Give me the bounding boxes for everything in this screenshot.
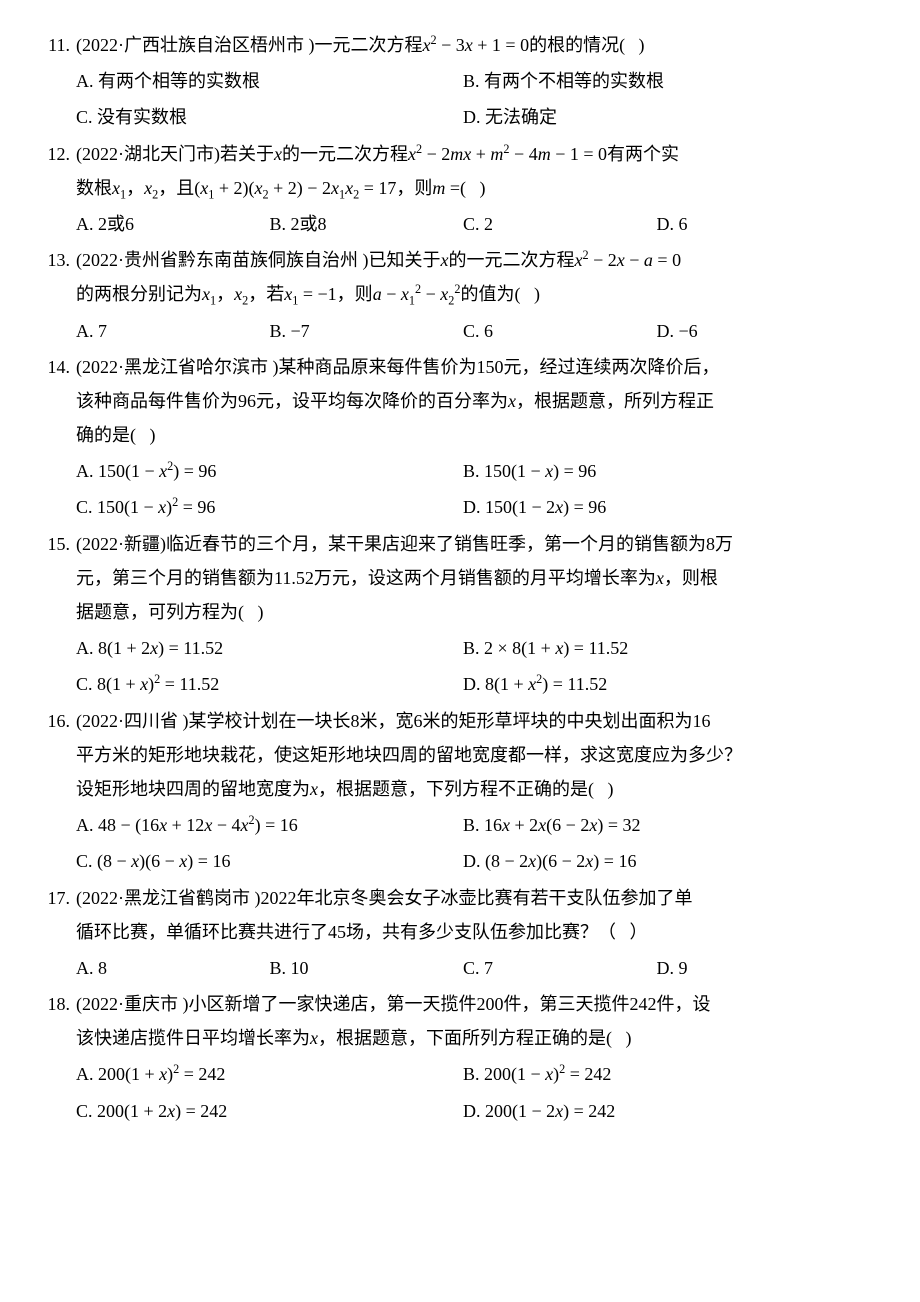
question: 16.(2022·四川省 )某学校计划在一块长8米，宽6米的矩形草坪块的中央划出… bbox=[36, 704, 850, 879]
stem-line: 的两根分别记为x1，x2，若x1 = −1，则a − x12 − x22的值为(… bbox=[76, 277, 850, 311]
option: D. 150(1 − 2x) = 96 bbox=[463, 490, 850, 524]
option: B. 有两个不相等的实数根 bbox=[463, 64, 850, 98]
question-number: 15. bbox=[36, 527, 76, 702]
option: C. 7 bbox=[463, 951, 657, 985]
question: 18.(2022·重庆市 )小区新增了一家快递店，第一天揽件200件，第三天揽件… bbox=[36, 987, 850, 1128]
option: D. 9 bbox=[657, 951, 851, 985]
question-body: (2022·重庆市 )小区新增了一家快递店，第一天揽件200件，第三天揽件242… bbox=[76, 987, 850, 1128]
option: B. −7 bbox=[270, 314, 464, 348]
option: B. 2或8 bbox=[270, 207, 464, 241]
options-row: C. 150(1 − x)2 = 96D. 150(1 − 2x) = 96 bbox=[76, 490, 850, 524]
stem-line: (2022·黑龙江省哈尔滨市 )某种商品原来每件售价为150元，经过连续两次降价… bbox=[76, 350, 850, 384]
options-row: A. 2或6B. 2或8C. 2D. 6 bbox=[76, 207, 850, 241]
option: D. 200(1 − 2x) = 242 bbox=[463, 1094, 850, 1128]
option: C. 2 bbox=[463, 207, 657, 241]
option: D. (8 − 2x)(6 − 2x) = 16 bbox=[463, 844, 850, 878]
options-row: A. 8B. 10C. 7D. 9 bbox=[76, 951, 850, 985]
question-number: 16. bbox=[36, 704, 76, 879]
stem-line: (2022·贵州省黔东南苗族侗族自治州 )已知关于x的一元二次方程x2 − 2x… bbox=[76, 243, 850, 277]
question-body: (2022·黑龙江省哈尔滨市 )某种商品原来每件售价为150元，经过连续两次降价… bbox=[76, 350, 850, 525]
question-body: (2022·湖北天门市)若关于x的一元二次方程x2 − 2mx + m2 − 4… bbox=[76, 137, 850, 242]
option: C. 没有实数根 bbox=[76, 100, 463, 134]
question-body: (2022·贵州省黔东南苗族侗族自治州 )已知关于x的一元二次方程x2 − 2x… bbox=[76, 243, 850, 348]
stem-line: 据题意，可列方程为( ) bbox=[76, 595, 850, 629]
option: D. 8(1 + x2) = 11.52 bbox=[463, 667, 850, 701]
options-row: A. 200(1 + x)2 = 242B. 200(1 − x)2 = 242 bbox=[76, 1057, 850, 1091]
stem-line: 该种商品每件售价为96元，设平均每次降价的百分率为x，根据题意，所列方程正 bbox=[76, 384, 850, 418]
question: 11.(2022·广西壮族自治区梧州市 )一元二次方程x2 − 3x + 1 =… bbox=[36, 28, 850, 135]
stem-line: 设矩形地块四周的留地宽度为x，根据题意，下列方程不正确的是( ) bbox=[76, 772, 850, 806]
question: 14.(2022·黑龙江省哈尔滨市 )某种商品原来每件售价为150元，经过连续两… bbox=[36, 350, 850, 525]
question-body: (2022·广西壮族自治区梧州市 )一元二次方程x2 − 3x + 1 = 0的… bbox=[76, 28, 850, 135]
stem-line: (2022·重庆市 )小区新增了一家快递店，第一天揽件200件，第三天揽件242… bbox=[76, 987, 850, 1021]
question-body: (2022·黑龙江省鹤岗市 )2022年北京冬奥会女子冰壶比赛有若干支队伍参加了… bbox=[76, 881, 850, 986]
options-row: C. 8(1 + x)2 = 11.52D. 8(1 + x2) = 11.52 bbox=[76, 667, 850, 701]
stem-line: (2022·四川省 )某学校计划在一块长8米，宽6米的矩形草坪块的中央划出面积为… bbox=[76, 704, 850, 738]
options-row: C. 没有实数根D. 无法确定 bbox=[76, 100, 850, 134]
option: B. 10 bbox=[270, 951, 464, 985]
stem-line: (2022·湖北天门市)若关于x的一元二次方程x2 − 2mx + m2 − 4… bbox=[76, 137, 850, 171]
option: A. 8 bbox=[76, 951, 270, 985]
stem-line: 该快递店揽件日平均增长率为x，根据题意，下面所列方程正确的是( ) bbox=[76, 1021, 850, 1055]
option: C. 150(1 − x)2 = 96 bbox=[76, 490, 463, 524]
question-number: 18. bbox=[36, 987, 76, 1128]
option: B. 200(1 − x)2 = 242 bbox=[463, 1057, 850, 1091]
options-row: C. 200(1 + 2x) = 242D. 200(1 − 2x) = 242 bbox=[76, 1094, 850, 1128]
option: C. 200(1 + 2x) = 242 bbox=[76, 1094, 463, 1128]
option: A. 200(1 + x)2 = 242 bbox=[76, 1057, 463, 1091]
stem-line: 循环比赛，单循环比赛共进行了45场，共有多少支队伍参加比赛？（ ） bbox=[76, 915, 850, 949]
stem-line: 元，第三个月的销售额为11.52万元，设这两个月销售额的月平均增长率为x，则根 bbox=[76, 561, 850, 595]
option: D. 6 bbox=[657, 207, 851, 241]
option: C. (8 − x)(6 − x) = 16 bbox=[76, 844, 463, 878]
stem-line: (2022·黑龙江省鹤岗市 )2022年北京冬奥会女子冰壶比赛有若干支队伍参加了… bbox=[76, 881, 850, 915]
stem-line: 数根x1，x2，且(x1 + 2)(x2 + 2) − 2x1x2 = 17，则… bbox=[76, 171, 850, 205]
question: 17.(2022·黑龙江省鹤岗市 )2022年北京冬奥会女子冰壶比赛有若干支队伍… bbox=[36, 881, 850, 986]
options-row: C. (8 − x)(6 − x) = 16D. (8 − 2x)(6 − 2x… bbox=[76, 844, 850, 878]
question-body: (2022·四川省 )某学校计划在一块长8米，宽6米的矩形草坪块的中央划出面积为… bbox=[76, 704, 850, 879]
stem-line: (2022·广西壮族自治区梧州市 )一元二次方程x2 − 3x + 1 = 0的… bbox=[76, 28, 850, 62]
option: A. 8(1 + 2x) = 11.52 bbox=[76, 631, 463, 665]
option: C. 6 bbox=[463, 314, 657, 348]
option: D. −6 bbox=[657, 314, 851, 348]
option: A. 有两个相等的实数根 bbox=[76, 64, 463, 98]
option: A. 7 bbox=[76, 314, 270, 348]
option: B. 2 × 8(1 + x) = 11.52 bbox=[463, 631, 850, 665]
question: 13.(2022·贵州省黔东南苗族侗族自治州 )已知关于x的一元二次方程x2 −… bbox=[36, 243, 850, 348]
question-number: 14. bbox=[36, 350, 76, 525]
option: B. 150(1 − x) = 96 bbox=[463, 454, 850, 488]
question: 12.(2022·湖北天门市)若关于x的一元二次方程x2 − 2mx + m2 … bbox=[36, 137, 850, 242]
option: A. 150(1 − x2) = 96 bbox=[76, 454, 463, 488]
options-row: A. 48 − (16x + 12x − 4x2) = 16B. 16x + 2… bbox=[76, 808, 850, 842]
question-number: 17. bbox=[36, 881, 76, 986]
option: A. 48 − (16x + 12x − 4x2) = 16 bbox=[76, 808, 463, 842]
option: B. 16x + 2x(6 − 2x) = 32 bbox=[463, 808, 850, 842]
option: D. 无法确定 bbox=[463, 100, 850, 134]
exam-page: 11.(2022·广西壮族自治区梧州市 )一元二次方程x2 − 3x + 1 =… bbox=[36, 28, 850, 1128]
stem-line: 平方米的矩形地块栽花，使这矩形地块四周的留地宽度都一样，求这宽度应为多少？ bbox=[76, 738, 850, 772]
question: 15.(2022·新疆)临近春节的三个月，某干果店迎来了销售旺季，第一个月的销售… bbox=[36, 527, 850, 702]
question-number: 13. bbox=[36, 243, 76, 348]
options-row: A. 150(1 − x2) = 96B. 150(1 − x) = 96 bbox=[76, 454, 850, 488]
question-body: (2022·新疆)临近春节的三个月，某干果店迎来了销售旺季，第一个月的销售额为8… bbox=[76, 527, 850, 702]
question-number: 11. bbox=[36, 28, 76, 135]
options-row: A. 7B. −7C. 6D. −6 bbox=[76, 314, 850, 348]
option: C. 8(1 + x)2 = 11.52 bbox=[76, 667, 463, 701]
options-row: A. 有两个相等的实数根B. 有两个不相等的实数根 bbox=[76, 64, 850, 98]
stem-line: (2022·新疆)临近春节的三个月，某干果店迎来了销售旺季，第一个月的销售额为8… bbox=[76, 527, 850, 561]
options-row: A. 8(1 + 2x) = 11.52B. 2 × 8(1 + x) = 11… bbox=[76, 631, 850, 665]
stem-line: 确的是( ) bbox=[76, 418, 850, 452]
question-number: 12. bbox=[36, 137, 76, 242]
option: A. 2或6 bbox=[76, 207, 270, 241]
